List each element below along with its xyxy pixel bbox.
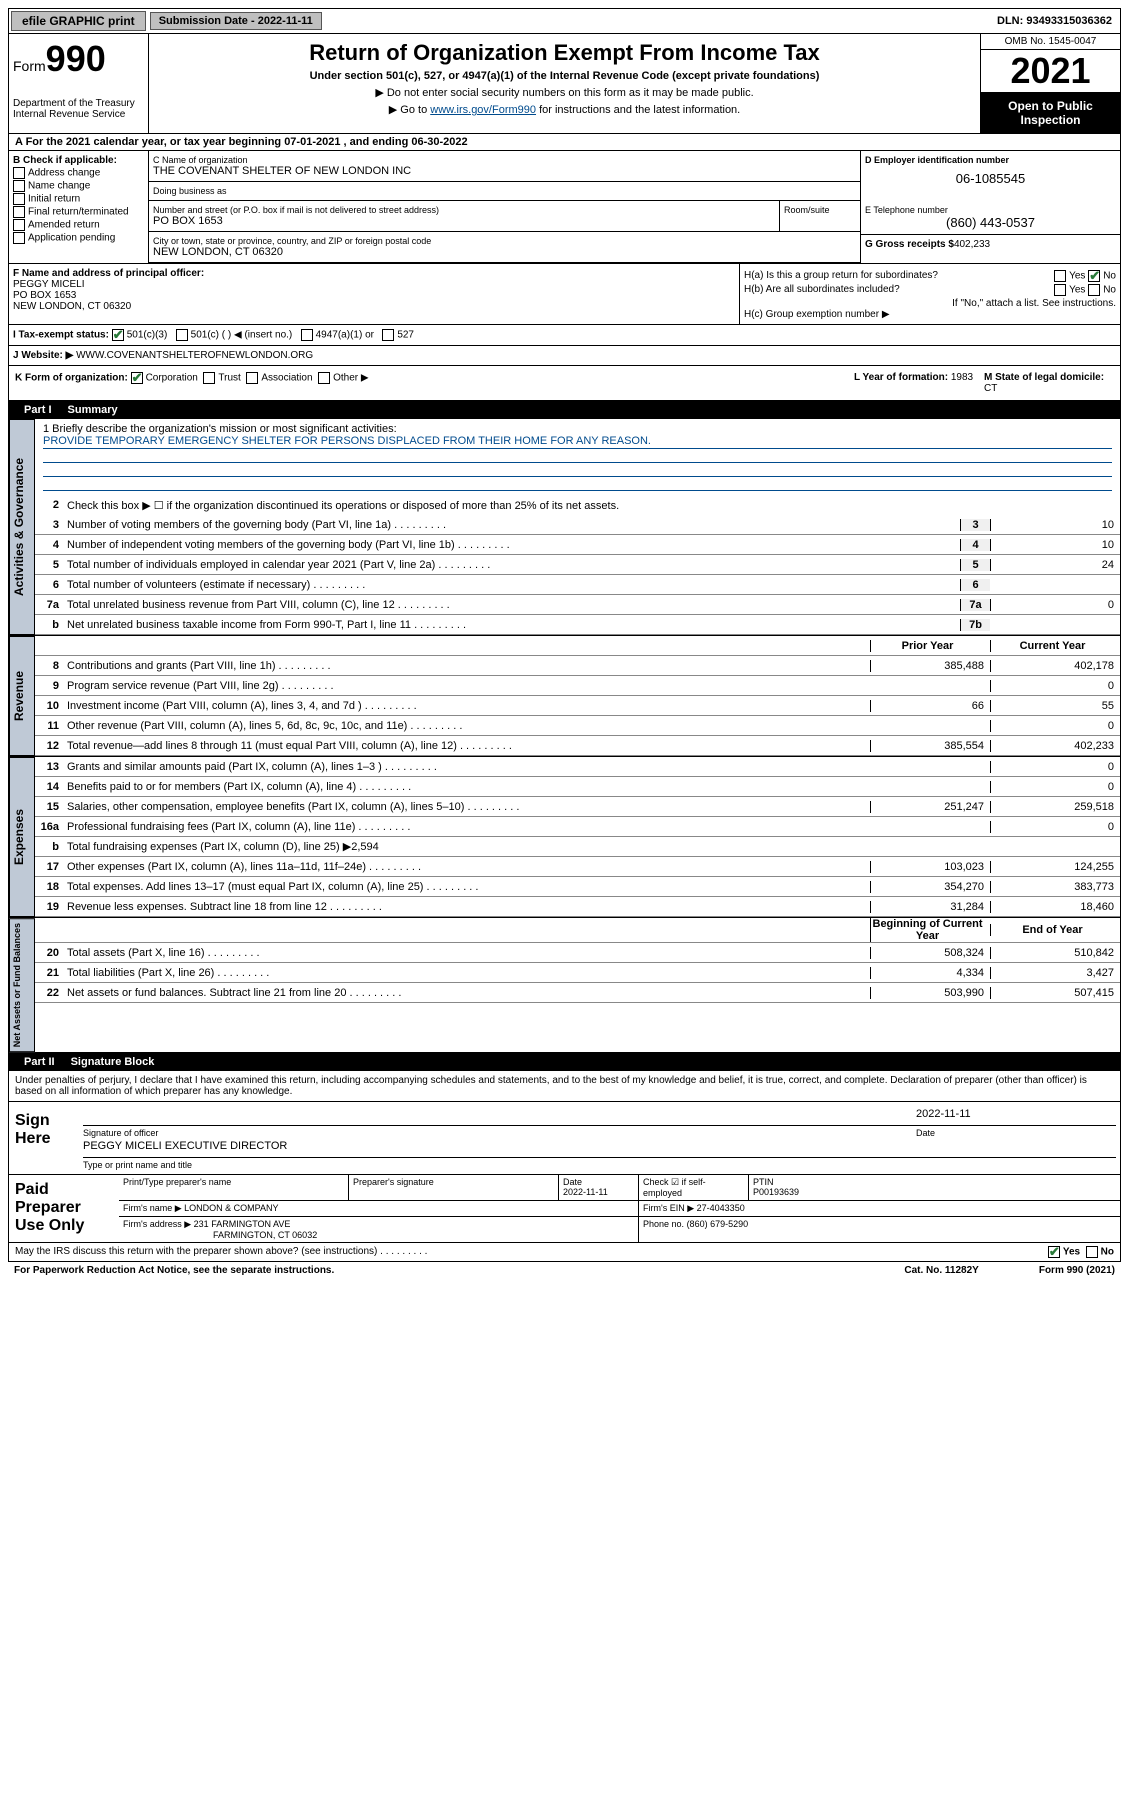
penalties-text: Under penalties of perjury, I declare th… xyxy=(8,1071,1121,1102)
summary-row: 21Total liabilities (Part X, line 26)4,3… xyxy=(35,963,1120,983)
row-a-period: A For the 2021 calendar year, or tax yea… xyxy=(8,134,1121,151)
summary-row: 15Salaries, other compensation, employee… xyxy=(35,797,1120,817)
summary-row: 8Contributions and grants (Part VIII, li… xyxy=(35,656,1120,676)
officer-printed-name: PEGGY MICELI EXECUTIVE DIRECTOR xyxy=(83,1140,287,1157)
tax-year: 2021 xyxy=(981,50,1120,93)
current-year-hdr: Current Year xyxy=(990,640,1120,652)
summary-row: 18Total expenses. Add lines 13–17 (must … xyxy=(35,877,1120,897)
mission-text: PROVIDE TEMPORARY EMERGENCY SHELTER FOR … xyxy=(43,435,1112,449)
city-label: City or town, state or province, country… xyxy=(153,236,856,246)
form-number: Form990 xyxy=(13,38,144,80)
addr-value: PO BOX 1653 xyxy=(153,215,775,227)
revenue-block: Revenue Prior Year Current Year 8Contrib… xyxy=(8,636,1121,757)
room-label: Room/suite xyxy=(784,205,856,215)
h-c-row: H(c) Group exemption number ▶ xyxy=(744,309,1116,320)
summary-row: 10Investment income (Part VIII, column (… xyxy=(35,696,1120,716)
paid-preparer-block: Paid Preparer Use Only Print/Type prepar… xyxy=(8,1175,1121,1243)
officer-city: NEW LONDON, CT 06320 xyxy=(13,301,735,312)
summary-row: bNet unrelated business taxable income f… xyxy=(35,615,1120,635)
prior-year-hdr: Prior Year xyxy=(870,640,990,652)
summary-row: 3Number of voting members of the governi… xyxy=(35,515,1120,535)
submission-date-label: Submission Date - 2022-11-11 xyxy=(150,12,322,30)
mission-q: 1 Briefly describe the organization's mi… xyxy=(43,423,1112,435)
summary-row: 7aTotal unrelated business revenue from … xyxy=(35,595,1120,615)
footer-line: For Paperwork Reduction Act Notice, see … xyxy=(8,1262,1121,1279)
summary-row: 17Other expenses (Part IX, column (A), l… xyxy=(35,857,1120,877)
form-header: Form990 Department of the Treasury Inter… xyxy=(8,34,1121,134)
omb-number: OMB No. 1545-0047 xyxy=(981,34,1120,50)
summary-row: 12Total revenue—add lines 8 through 11 (… xyxy=(35,736,1120,756)
summary-row: 16aProfessional fundraising fees (Part I… xyxy=(35,817,1120,837)
summary-row: 19Revenue less expenses. Subtract line 1… xyxy=(35,897,1120,917)
row-k: K Form of organization: Corporation Trus… xyxy=(8,366,1121,401)
activities-governance-block: Activities & Governance 1 Briefly descri… xyxy=(8,419,1121,636)
dept-label: Department of the Treasury xyxy=(13,98,144,109)
officer-label: F Name and address of principal officer: xyxy=(13,268,735,279)
form-subtitle: Under section 501(c), 527, or 4947(a)(1)… xyxy=(155,70,974,82)
city-value: NEW LONDON, CT 06320 xyxy=(153,246,856,258)
col-d-ein: D Employer identification number 06-1085… xyxy=(860,151,1120,201)
discuss-row: May the IRS discuss this return with the… xyxy=(8,1243,1121,1262)
part-2-header: Part IISignature Block xyxy=(8,1053,1121,1071)
end-year-hdr: End of Year xyxy=(990,924,1120,936)
col-e-telephone: E Telephone number (860) 443-0537 G Gros… xyxy=(860,201,1120,263)
open-public-badge: Open to Public Inspection xyxy=(981,93,1120,133)
dln-label: DLN: 93493315036362 xyxy=(989,13,1120,29)
col-b-checkboxes: B Check if applicable: Address change Na… xyxy=(9,151,149,263)
summary-row: 11Other revenue (Part VIII, column (A), … xyxy=(35,716,1120,736)
h-a-row: H(a) Is this a group return for subordin… xyxy=(744,270,1116,282)
signature-block: Sign Here 2022-11-11 Signature of office… xyxy=(8,1102,1121,1175)
irs-link[interactable]: www.irs.gov/Form990 xyxy=(430,104,536,116)
h-b-note: If "No," attach a list. See instructions… xyxy=(744,298,1116,309)
org-name-label: C Name of organization xyxy=(153,155,856,165)
addr-label: Number and street (or P.O. box if mail i… xyxy=(153,205,775,215)
summary-row: 22Net assets or fund balances. Subtract … xyxy=(35,983,1120,1003)
officer-addr: PO BOX 1653 xyxy=(13,290,735,301)
expenses-block: Expenses 13Grants and similar amounts pa… xyxy=(8,757,1121,918)
row-j: J Website: ▶ WWW.COVENANTSHELTEROFNEWLON… xyxy=(8,346,1121,366)
form-title: Return of Organization Exempt From Incom… xyxy=(155,40,974,66)
beginning-year-hdr: Beginning of Current Year xyxy=(870,918,990,942)
summary-row: 20Total assets (Part X, line 16)508,3245… xyxy=(35,943,1120,963)
summary-row: 6Total number of volunteers (estimate if… xyxy=(35,575,1120,595)
summary-row: bTotal fundraising expenses (Part IX, co… xyxy=(35,837,1120,857)
net-assets-block: Net Assets or Fund Balances Beginning of… xyxy=(8,918,1121,1053)
section-f-h: F Name and address of principal officer:… xyxy=(8,264,1121,325)
summary-row: 13Grants and similar amounts paid (Part … xyxy=(35,757,1120,777)
officer-name: PEGGY MICELI xyxy=(13,279,735,290)
summary-row: 9Program service revenue (Part VIII, lin… xyxy=(35,676,1120,696)
goto-note: ▶ Go to www.irs.gov/Form990 for instruct… xyxy=(155,103,974,116)
row-i: I Tax-exempt status: 501(c)(3) 501(c) ( … xyxy=(8,325,1121,346)
h-b-row: H(b) Are all subordinates included? Yes … xyxy=(744,284,1116,296)
org-name: THE COVENANT SHELTER OF NEW LONDON INC xyxy=(153,165,856,177)
summary-row: 4Number of independent voting members of… xyxy=(35,535,1120,555)
top-toolbar: efile GRAPHIC print Submission Date - 20… xyxy=(8,8,1121,34)
efile-print-button[interactable]: efile GRAPHIC print xyxy=(11,11,146,31)
irs-label: Internal Revenue Service xyxy=(13,109,144,120)
section-b-through-g: B Check if applicable: Address change Na… xyxy=(8,151,1121,264)
sign-date: 2022-11-11 xyxy=(916,1108,1116,1125)
part-1-header: Part ISummary xyxy=(8,401,1121,419)
summary-row: 5Total number of individuals employed in… xyxy=(35,555,1120,575)
dba-label: Doing business as xyxy=(153,186,856,196)
summary-row: 14Benefits paid to or for members (Part … xyxy=(35,777,1120,797)
ssn-note: ▶ Do not enter social security numbers o… xyxy=(155,86,974,99)
